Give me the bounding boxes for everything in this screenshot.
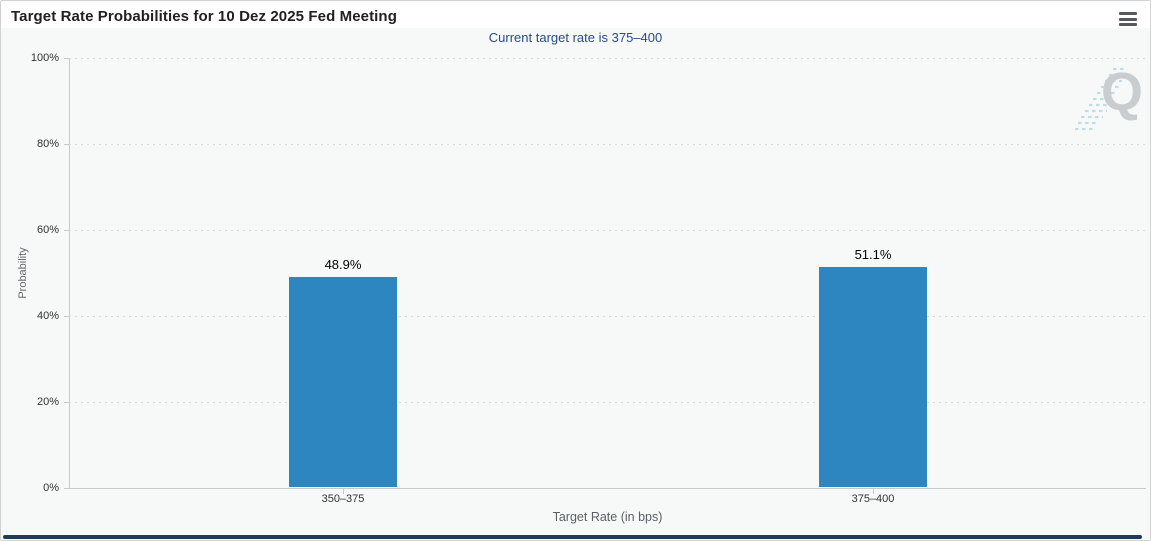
chart-subtitle: Current target rate is 375–400 [488, 30, 663, 45]
y-axis-line [69, 58, 70, 489]
x-axis-label-375-400: 375–400 [851, 493, 895, 505]
y-axis-label-60: 60% [36, 224, 59, 236]
hamburger-bar [1119, 17, 1137, 21]
y-axis-title: Probability [17, 247, 29, 299]
y-axis-label-0: 0% [43, 482, 59, 494]
y-axis-label-100: 100% [30, 52, 59, 64]
bar-350-375[interactable] [289, 277, 397, 487]
y-tick-mark [64, 402, 69, 403]
y-tick-mark [64, 230, 69, 231]
chart-title: Target Rate Probabilities for 10 Dez 202… [11, 8, 397, 25]
chart-header: Target Rate Probabilities for 10 Dez 202… [1, 1, 1150, 28]
plot-area: 48.9% 51.1% [69, 58, 1146, 488]
hamburger-bar [1119, 12, 1137, 15]
y-tick-mark [64, 316, 69, 317]
bar-value-label: 51.1% [854, 247, 892, 262]
horizontal-scrollbar[interactable] [3, 535, 1142, 539]
hamburger-bar [1119, 23, 1137, 26]
y-tick-mark [64, 144, 69, 145]
hamburger-menu-icon[interactable] [1119, 12, 1137, 26]
x-axis-title: Target Rate (in bps) [552, 510, 663, 524]
gridline-40 [69, 316, 1146, 317]
bar-value-label: 48.9% [324, 257, 362, 272]
gridline-60 [69, 230, 1146, 231]
x-tick-mark [873, 489, 874, 494]
gridline-100 [69, 58, 1146, 59]
y-axis-label-20: 20% [36, 396, 59, 408]
x-tick-mark [343, 489, 344, 494]
y-axis-label-80: 80% [36, 138, 59, 150]
y-tick-mark [64, 488, 69, 489]
x-axis-line [69, 488, 1146, 489]
gridline-80 [69, 144, 1146, 145]
y-axis-label-40: 40% [36, 310, 59, 322]
y-tick-mark [64, 58, 69, 59]
x-axis-label-350-375: 350–375 [321, 493, 365, 505]
bar-375-400[interactable] [819, 267, 927, 487]
gridline-20 [69, 402, 1146, 403]
